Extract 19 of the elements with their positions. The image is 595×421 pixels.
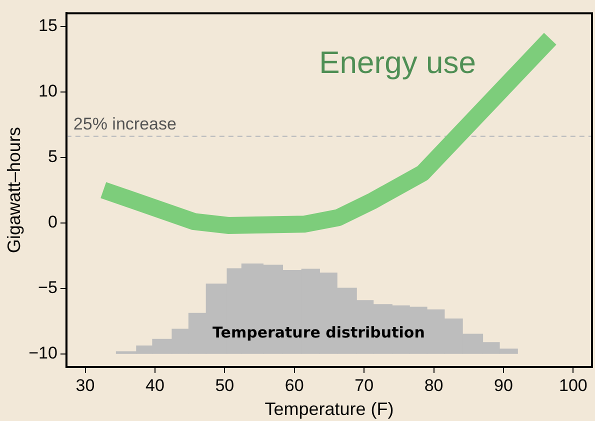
x-tick-label: 50: [215, 376, 234, 395]
y-tick-label: 0: [48, 212, 58, 232]
series-label: Energy use: [319, 45, 476, 80]
x-tick-label: 40: [146, 376, 164, 395]
y-tick-label: 10: [38, 82, 58, 101]
x-tick-label: 70: [354, 376, 374, 395]
y-tick-label: −10: [28, 344, 58, 363]
x-tick-label: 90: [494, 376, 513, 395]
x-tick-label: 100: [558, 376, 588, 395]
x-tick-label: 60: [284, 376, 304, 395]
x-axis-title: Temperature (F): [264, 399, 394, 420]
y-tick-label: 5: [48, 147, 58, 166]
y-tick-label: −5: [38, 278, 58, 298]
x-tick-label: 30: [76, 376, 95, 395]
x-tick-label: 80: [424, 376, 444, 395]
y-tick-label: 15: [38, 16, 58, 35]
y-axis-title: Gigawatt–hours: [4, 127, 24, 254]
series-label: Temperature distribution: [212, 323, 425, 342]
ref-line-label: 25% increase: [73, 114, 176, 134]
